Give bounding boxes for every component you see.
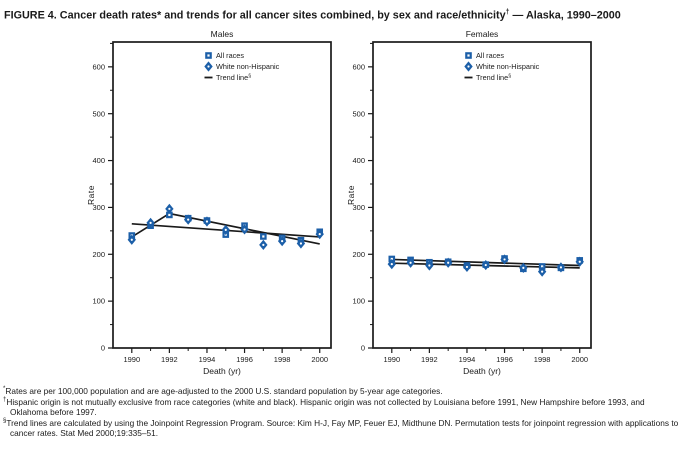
footnote-trend-lines: §Trend lines are calculated by using the… <box>3 418 682 439</box>
footnote-section: § <box>3 418 7 425</box>
legend-square-icon-center <box>207 54 210 57</box>
x-tick-label: 2000 <box>571 355 588 364</box>
series-diamond <box>127 203 324 251</box>
data-point-square-center <box>262 235 265 238</box>
x-tick-label: 1998 <box>274 355 291 364</box>
x-tick-label: 1990 <box>123 355 140 364</box>
legend-label: All races <box>216 51 244 60</box>
males-x-axis-label: Death (yr) <box>203 366 241 376</box>
legend-label: White non-Hispanic <box>216 62 280 71</box>
males-chart-title: Males <box>210 29 234 39</box>
data-point-diamond-center <box>522 266 525 269</box>
data-point-square-center <box>541 265 544 268</box>
x-tick-label: 1994 <box>459 355 476 364</box>
data-point-diamond-center <box>168 207 171 210</box>
males-plot: 0 100 200 300 400 500 600 1990 1992 1994 1996 1998 2… <box>92 41 332 364</box>
footnote-rates-text: Rates are per 100,000 population and are… <box>5 386 443 396</box>
legend-trend-label: Trend line§ <box>476 73 511 82</box>
data-point-diamond-center <box>281 240 284 243</box>
data-point-diamond-center <box>465 265 469 269</box>
footnote-hispanic-origin-text: Hispanic origin is not mutually exclusiv… <box>6 396 645 418</box>
plot-frame <box>372 41 592 349</box>
x-tick-label: 1996 <box>496 355 513 364</box>
legend-diamond-icon-center <box>467 65 470 68</box>
data-point-square-center <box>168 213 171 217</box>
y-tick-label: 0 <box>361 344 365 353</box>
x-tick-label: 1990 <box>383 355 400 364</box>
data-point-diamond-center <box>409 261 412 264</box>
x-tick-label: 1998 <box>534 355 551 364</box>
males-chart-panel: Males Rate 0 100 200 300 400 500 600 1990 1992 19… <box>85 28 345 380</box>
y-tick-label: 400 <box>92 156 105 165</box>
females-chart-panel: Females Rate 0 100 200 300 400 500 600 1990 1992… <box>345 28 605 380</box>
data-point-diamond-center <box>187 218 190 221</box>
y-tick-label: 0 <box>101 344 105 353</box>
plot-frame <box>112 41 332 349</box>
legend-label: White non-Hispanic <box>476 62 540 71</box>
y-tick-label: 500 <box>92 109 105 118</box>
data-point-diamond-center <box>447 261 450 264</box>
figure-title-suffix: — Alaska, 1990–2000 <box>509 9 621 22</box>
y-tick-label: 300 <box>92 203 105 212</box>
x-tick-label: 1996 <box>236 355 253 364</box>
legend-square-icon-center <box>467 54 470 57</box>
data-point-diamond-center <box>224 228 227 232</box>
data-point-diamond-center <box>503 258 506 261</box>
axes: 0 100 200 300 400 500 600 1990 1992 1994 1996 1998 2… <box>352 42 588 364</box>
legend-diamond-icon-center <box>207 65 210 68</box>
females-plot: 0 100 200 300 400 500 600 1990 1992 1994 1996 1998 2… <box>352 41 592 364</box>
data-point-diamond-center <box>541 270 544 273</box>
females-chart-title: Females <box>465 29 499 39</box>
footnote-trend-lines-text: Trend lines are calculated by using the … <box>6 417 679 439</box>
footnote-dagger: † <box>3 396 7 403</box>
data-point-diamond-center <box>578 260 581 263</box>
y-tick-label: 200 <box>92 250 105 259</box>
footnote-rates: *Rates are per 100,000 population and ar… <box>3 386 682 397</box>
legend-trend-sup: § <box>248 74 251 80</box>
data-point-diamond-center <box>428 264 431 267</box>
data-point-diamond-center <box>318 233 321 236</box>
x-tick-label: 1992 <box>161 355 178 364</box>
y-tick-label: 600 <box>92 62 105 71</box>
x-tick-label: 1994 <box>199 355 216 364</box>
legend-trend-label: Trend line§ <box>216 73 251 82</box>
y-tick-label: 500 <box>352 109 365 118</box>
y-tick-label: 200 <box>352 250 365 259</box>
y-tick-label: 300 <box>352 203 365 212</box>
y-tick-label: 600 <box>352 62 365 71</box>
y-tick-label: 100 <box>92 297 105 306</box>
figure-title: FIGURE 4. Cancer death rates* and trends… <box>4 6 680 23</box>
data-point-diamond-center <box>243 228 246 231</box>
figure-title-dagger: † <box>505 9 510 16</box>
data-point-diamond-center <box>262 243 265 247</box>
figure-title-text: FIGURE 4. Cancer death rates* and trends… <box>4 9 506 22</box>
legend-trend-sup: § <box>508 74 511 80</box>
footnote-hispanic-origin: †Hispanic origin is not mutually exclusi… <box>3 397 682 418</box>
data-point-diamond-center <box>484 263 487 267</box>
footnote-asterisk: * <box>3 386 6 393</box>
y-tick-label: 100 <box>352 297 365 306</box>
data-point-diamond-center <box>149 221 152 224</box>
data-point-diamond-center <box>559 266 563 269</box>
x-tick-label: 1992 <box>421 355 438 364</box>
x-tick-label: 2000 <box>311 355 328 364</box>
females-x-axis-label: Death (yr) <box>463 366 501 376</box>
data-point-diamond-center <box>390 263 393 266</box>
data-point-diamond-center <box>205 220 209 223</box>
y-tick-label: 400 <box>352 156 365 165</box>
data-point-diamond-center <box>130 238 133 241</box>
footnotes: *Rates are per 100,000 population and ar… <box>3 386 682 439</box>
legend-label: All races <box>476 51 504 60</box>
legend: All races White non-Hispanic Trend line§ <box>204 51 280 82</box>
data-point-square-center <box>390 257 393 261</box>
axes: 0 100 200 300 400 500 600 1990 1992 1994 1996 1998 2… <box>92 42 328 364</box>
legend: All races White non-Hispanic Trend line§ <box>464 51 540 82</box>
data-point-diamond-center <box>299 242 303 245</box>
